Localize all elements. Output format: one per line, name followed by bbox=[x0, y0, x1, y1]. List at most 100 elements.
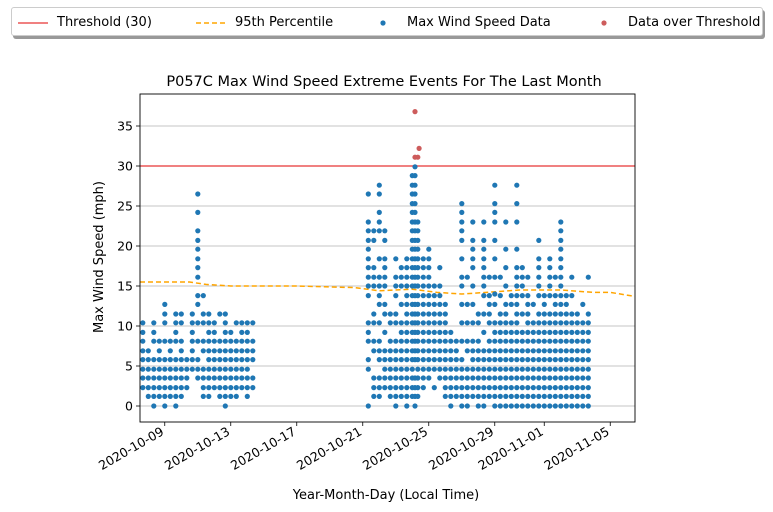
wind-data-point bbox=[415, 265, 421, 271]
wind-data-point bbox=[371, 283, 377, 289]
wind-data-point bbox=[404, 348, 410, 354]
wind-data-point bbox=[503, 219, 509, 225]
wind-data-point bbox=[464, 348, 470, 354]
wind-data-point bbox=[162, 366, 168, 372]
wind-data-point bbox=[442, 385, 448, 391]
wind-data-point bbox=[530, 403, 536, 409]
wind-data-point bbox=[481, 375, 487, 381]
y-tick-label: 20 bbox=[117, 239, 133, 254]
wind-data-point bbox=[514, 219, 520, 225]
wind-data-point bbox=[233, 375, 239, 381]
x-axis-label: Year-Month-Day (Local Time) bbox=[292, 488, 479, 503]
wind-data-point bbox=[580, 375, 586, 381]
wind-data-point bbox=[492, 320, 498, 326]
wind-data-point bbox=[195, 246, 201, 252]
wind-data-point bbox=[547, 357, 553, 363]
wind-data-point bbox=[145, 385, 151, 391]
wind-data-point bbox=[585, 311, 591, 317]
wind-data-point bbox=[574, 320, 580, 326]
wind-data-point bbox=[404, 393, 410, 399]
wind-data-point bbox=[464, 338, 470, 344]
wind-data-point bbox=[173, 329, 179, 335]
wind-data-point bbox=[376, 338, 382, 344]
wind-data-point bbox=[536, 320, 542, 326]
wind-data-point bbox=[404, 375, 410, 381]
wind-data-point bbox=[376, 301, 382, 307]
wind-data-point bbox=[222, 329, 228, 335]
wind-data-point bbox=[569, 348, 575, 354]
wind-data-point bbox=[162, 357, 168, 363]
wind-data-point bbox=[178, 338, 184, 344]
wind-data-point bbox=[508, 393, 514, 399]
wind-data-point bbox=[151, 403, 157, 409]
wind-data-point bbox=[475, 375, 481, 381]
wind-data-point bbox=[558, 293, 564, 299]
wind-data-point bbox=[382, 283, 388, 289]
wind-data-point bbox=[536, 329, 542, 335]
wind-data-point bbox=[393, 375, 399, 381]
wind-data-point bbox=[558, 357, 564, 363]
wind-data-point bbox=[530, 357, 536, 363]
wind-data-point bbox=[448, 375, 454, 381]
wind-data-point bbox=[200, 311, 206, 317]
wind-data-point bbox=[536, 256, 542, 262]
wind-data-point bbox=[412, 182, 418, 188]
wind-data-point bbox=[426, 329, 432, 335]
wind-data-point bbox=[541, 338, 547, 344]
wind-data-point bbox=[530, 320, 536, 326]
wind-data-point bbox=[382, 329, 388, 335]
wind-data-point bbox=[371, 228, 377, 234]
wind-data-point bbox=[459, 375, 465, 381]
wind-data-point bbox=[167, 393, 173, 399]
wind-data-point bbox=[404, 338, 410, 344]
wind-data-point bbox=[508, 329, 514, 335]
wind-data-point bbox=[552, 385, 558, 391]
wind-data-point bbox=[426, 246, 432, 252]
wind-data-point bbox=[503, 357, 509, 363]
chart-title: P057C Max Wind Speed Extreme Events For … bbox=[166, 74, 601, 90]
wind-data-point bbox=[492, 219, 498, 225]
wind-data-point bbox=[371, 338, 377, 344]
legend-item-wind-data: Max Wind Speed Data bbox=[368, 8, 551, 37]
wind-data-point bbox=[536, 366, 542, 372]
wind-data-point bbox=[492, 182, 498, 188]
data-points bbox=[140, 164, 591, 409]
wind-data-point bbox=[145, 393, 151, 399]
y-axis-label: Max Wind Speed (mph) bbox=[92, 181, 107, 333]
wind-data-point bbox=[404, 320, 410, 326]
wind-data-point bbox=[464, 274, 470, 280]
wind-data-point bbox=[497, 311, 503, 317]
wind-data-point bbox=[459, 403, 465, 409]
wind-data-point bbox=[574, 393, 580, 399]
wind-data-point bbox=[470, 301, 476, 307]
wind-data-point bbox=[431, 357, 437, 363]
wind-data-point bbox=[250, 338, 256, 344]
wind-data-point bbox=[393, 366, 399, 372]
wind-data-point bbox=[195, 301, 201, 307]
wind-data-point bbox=[508, 403, 514, 409]
wind-data-point bbox=[569, 357, 575, 363]
wind-data-point bbox=[228, 348, 234, 354]
wind-data-point bbox=[178, 393, 184, 399]
y-tick-label: 5 bbox=[125, 359, 133, 374]
wind-data-point bbox=[481, 393, 487, 399]
wind-data-point bbox=[426, 357, 432, 363]
wind-data-point bbox=[525, 301, 531, 307]
wind-data-point bbox=[162, 301, 168, 307]
wind-data-point bbox=[167, 375, 173, 381]
wind-data-point bbox=[431, 320, 437, 326]
wind-data-point bbox=[552, 403, 558, 409]
wind-data-point bbox=[189, 357, 195, 363]
wind-data-point bbox=[530, 366, 536, 372]
wind-data-point bbox=[475, 366, 481, 372]
wind-data-point bbox=[585, 403, 591, 409]
wind-data-point bbox=[244, 393, 250, 399]
wind-data-point bbox=[547, 338, 553, 344]
wind-data-point bbox=[156, 385, 162, 391]
wind-data-point bbox=[376, 191, 382, 197]
wind-data-point bbox=[514, 265, 520, 271]
wind-data-point bbox=[206, 329, 212, 335]
wind-data-point bbox=[140, 357, 146, 363]
wind-data-point bbox=[178, 348, 184, 354]
wind-data-point bbox=[448, 385, 454, 391]
